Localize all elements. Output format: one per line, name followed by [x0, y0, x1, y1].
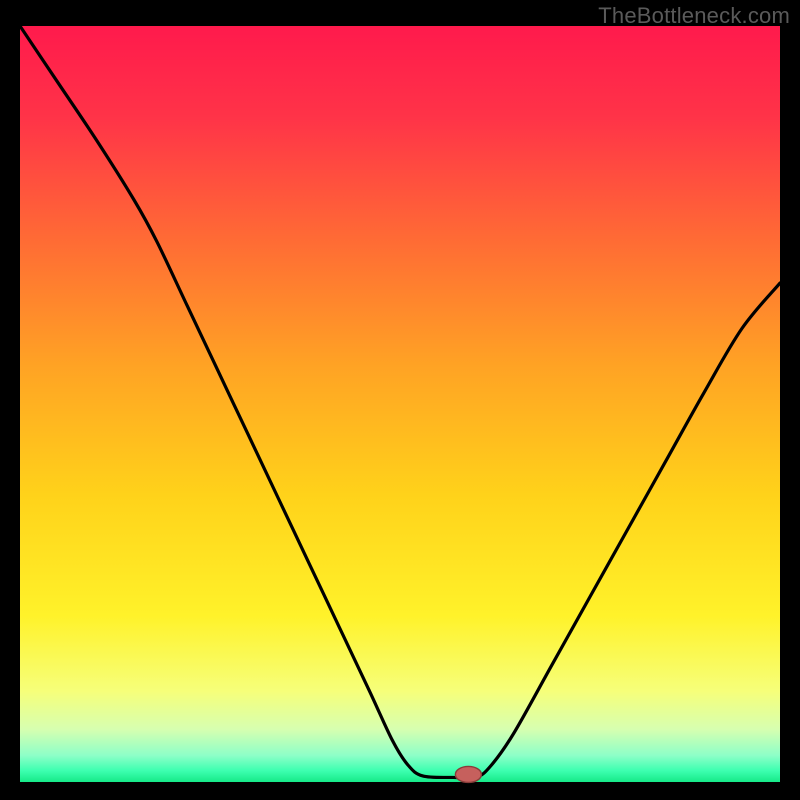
- plot-area: [20, 26, 780, 782]
- optimum-marker: [455, 766, 481, 782]
- chart-svg: [0, 0, 800, 800]
- chart-stage: TheBottleneck.com: [0, 0, 800, 800]
- watermark-text: TheBottleneck.com: [598, 3, 790, 29]
